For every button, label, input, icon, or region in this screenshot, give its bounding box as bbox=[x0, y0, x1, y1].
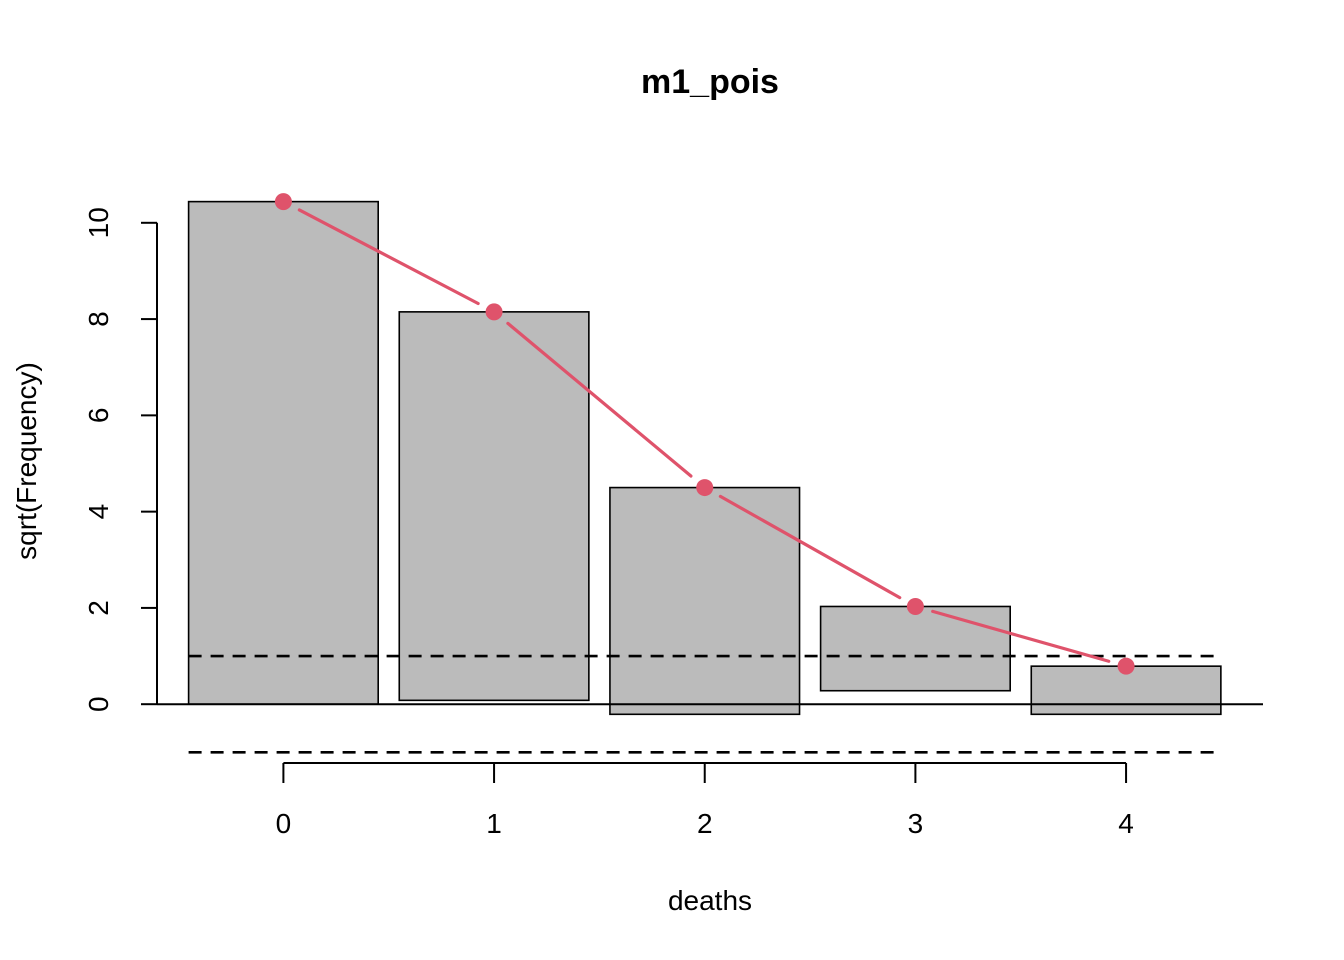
y-tick-label-2: 2 bbox=[83, 600, 114, 616]
expected-segment-2 bbox=[718, 494, 902, 600]
y-tick-label-6: 6 bbox=[83, 408, 114, 424]
y-axis: 0 2 4 6 8 10 bbox=[83, 207, 158, 712]
bar-1 bbox=[398, 311, 590, 702]
y-tick-label-10: 10 bbox=[83, 207, 114, 238]
y-axis-label: sqrt(Frequency) bbox=[11, 362, 42, 560]
expected-point-0 bbox=[274, 193, 292, 211]
expected-point-2 bbox=[696, 479, 714, 497]
bar-3 bbox=[819, 605, 1011, 692]
y-tick-label-0: 0 bbox=[83, 696, 114, 712]
expected-line-group bbox=[274, 193, 1135, 675]
x-tick-label-3: 3 bbox=[908, 808, 924, 839]
expected-point-3 bbox=[906, 597, 924, 615]
expected-segment-0 bbox=[297, 208, 480, 306]
x-tick-label-0: 0 bbox=[276, 808, 292, 839]
x-axis: 0 1 2 3 4 bbox=[276, 762, 1134, 839]
x-axis-label: deaths bbox=[668, 885, 752, 916]
expected-segment-3 bbox=[931, 609, 1111, 663]
expected-segment-1 bbox=[506, 321, 693, 478]
expected-point-1 bbox=[485, 303, 503, 321]
reference-lines-group bbox=[188, 654, 1221, 754]
bar-2 bbox=[609, 486, 801, 716]
x-tick-label-4: 4 bbox=[1118, 808, 1134, 839]
bars-group bbox=[187, 200, 1222, 716]
bar-0 bbox=[187, 200, 380, 705]
x-tick-label-2: 2 bbox=[697, 808, 713, 839]
y-tick-label-8: 8 bbox=[83, 311, 114, 327]
chart-title: m1_pois bbox=[641, 63, 779, 101]
expected-point-4 bbox=[1117, 657, 1135, 675]
y-tick-label-4: 4 bbox=[83, 504, 114, 520]
x-tick-label-1: 1 bbox=[486, 808, 502, 839]
